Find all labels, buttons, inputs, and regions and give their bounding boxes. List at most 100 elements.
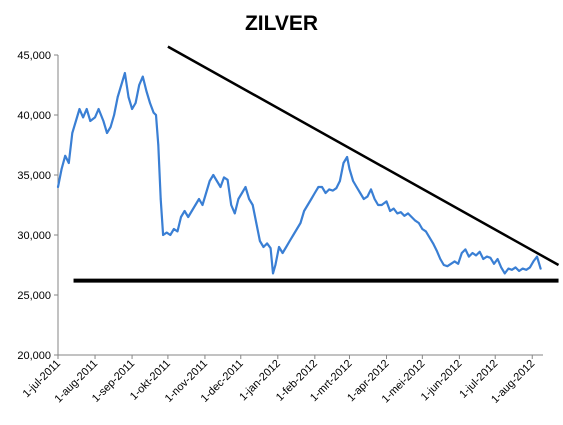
data-point [507,267,510,270]
data-point [321,186,323,188]
data-point [380,204,383,206]
data-point [399,211,402,214]
data-point [496,258,499,260]
data-point [514,266,517,269]
data-point [173,228,175,230]
data-point [187,216,190,218]
data-point [237,198,240,200]
data-point [157,144,160,146]
data-point [482,258,485,260]
y-tick-label: 30,000 [17,230,51,242]
data-point [407,212,409,215]
data-point [106,132,108,134]
data-point [511,268,513,271]
data-point [328,188,331,191]
data-point [366,195,369,198]
data-point [342,162,345,164]
data-point [89,120,92,122]
data-point [262,246,265,248]
data-point [303,210,305,212]
data-point [442,264,445,266]
data-point [278,246,280,248]
data-point [471,252,474,254]
data-point [219,186,222,188]
data-point [71,132,74,134]
data-point [435,249,438,252]
data-point [355,186,358,188]
data-point [410,216,413,218]
data-point [259,240,261,242]
data-point [403,214,406,217]
data-point [457,262,460,265]
data-point [313,192,316,194]
data-point [266,242,268,245]
data-point [478,250,481,253]
series-group [56,71,542,275]
data-point [149,102,151,104]
data-point [113,114,115,116]
data-point [212,174,215,176]
data-point [176,230,179,233]
y-tick-label: 35,000 [17,170,51,182]
data-point [138,84,141,86]
data-point [339,180,341,182]
data-point [377,204,379,206]
data-point [233,212,236,215]
data-point [226,178,229,181]
data-point [464,248,467,251]
data-point [194,204,197,206]
data-point [208,180,211,182]
data-point [414,219,417,222]
data-point [359,192,362,194]
data-point [109,126,112,128]
data-point [134,102,137,104]
chart-title: ZILVER [244,12,319,35]
y-tick-label: 20,000 [17,350,51,362]
resistance-trendline [167,45,560,267]
data-point [493,262,495,265]
annotation-group [73,45,560,283]
data-point [152,111,155,114]
data-point [421,228,424,230]
data-point [94,116,96,119]
data-point [335,187,338,190]
data-point [97,108,100,110]
data-point [396,212,399,215]
data-point [255,222,258,224]
series-line [56,71,542,275]
data-point [385,200,388,203]
data-point [450,262,452,265]
data-point [183,210,186,212]
data-point [198,198,200,200]
data-point [539,267,542,270]
data-point [317,186,320,188]
data-point [248,198,251,200]
data-point [155,114,157,116]
data-point [165,231,168,234]
data-point [169,234,172,236]
data-point [230,204,233,206]
data-point [525,268,528,271]
data-point [296,228,298,230]
data-point [331,189,334,192]
data-point [348,168,351,170]
data-point [288,240,291,242]
data-point [486,255,488,258]
data-point [145,90,148,92]
data-point [180,216,182,218]
data-point [346,156,348,158]
data-point [310,198,313,200]
data-point [425,230,427,233]
y-tick-label: 40,000 [17,110,51,122]
data-point [244,186,247,188]
data-point [281,252,284,254]
data-point [306,204,309,206]
data-point [75,120,77,122]
data-point [428,236,431,239]
data-point [127,96,130,98]
data-point [468,255,470,258]
data-point [64,154,67,157]
y-tick-label: 25,000 [17,290,51,302]
